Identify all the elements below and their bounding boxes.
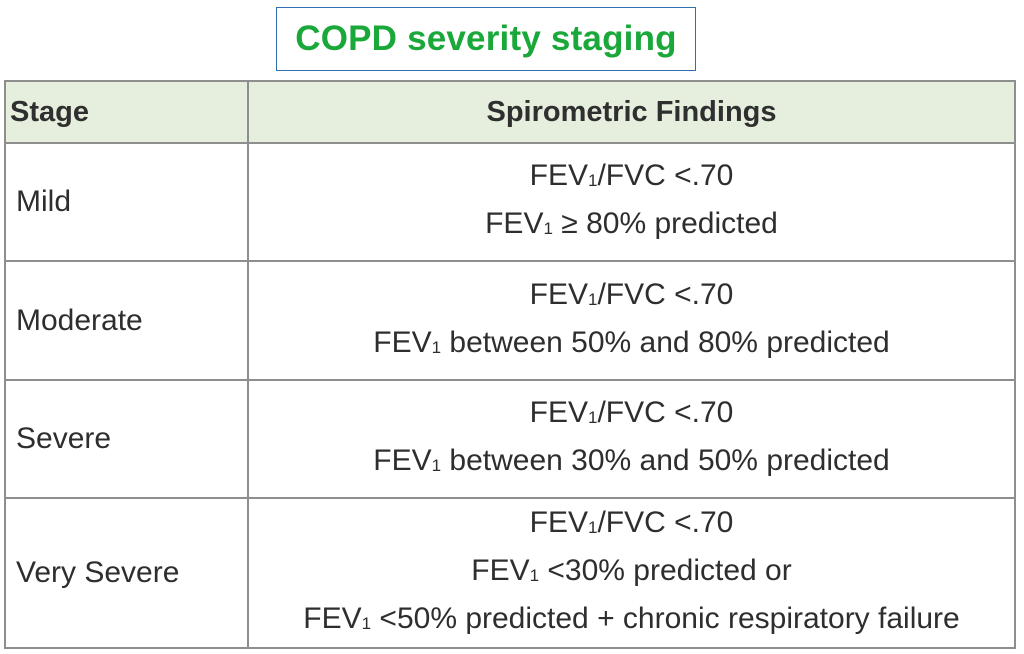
stage-cell: Moderate — [4, 260, 249, 381]
findings-cell: FEV1/FVC <.70 FEV1 <30% predicted or FEV… — [247, 497, 1016, 649]
findings-cell: FEV1/FVC <.70 FEV1 between 50% and 80% p… — [247, 260, 1016, 381]
page-title: COPD severity staging — [295, 19, 677, 58]
finding-line: FEV1 <30% predicted or — [471, 554, 792, 587]
table-row: Moderate FEV1/FVC <.70 FEV1 between 50% … — [4, 260, 1016, 381]
header-stage: Stage — [4, 80, 249, 144]
findings-cell: FEV1/FVC <.70 FEV1 ≥ 80% predicted — [247, 142, 1016, 262]
title-box: COPD severity staging — [276, 7, 696, 71]
finding-line: FEV1 between 50% and 80% predicted — [373, 325, 890, 359]
finding-line: FEV1 ≥ 80% predicted — [485, 207, 778, 240]
stage-cell: Very Severe — [4, 497, 249, 649]
finding-line: FEV1/FVC <.70 — [529, 396, 734, 429]
findings-cell: FEV1/FVC <.70 FEV1 between 30% and 50% p… — [247, 379, 1016, 499]
finding-line: FEV1 <50% predicted + chronic respirator… — [303, 602, 960, 635]
table-row: Severe FEV1/FVC <.70 FEV1 between 30% an… — [4, 379, 1016, 499]
finding-line: FEV1 between 30% and 50% predicted — [373, 444, 890, 477]
finding-line: FEV1/FVC <.70 — [529, 159, 734, 192]
finding-line: FEV1/FVC <.70 — [529, 277, 734, 311]
finding-line: FEV1/FVC <.70 — [529, 506, 734, 539]
staging-table: Stage Spirometric Findings Mild FEV1/FVC… — [4, 80, 1016, 649]
stage-cell: Severe — [4, 379, 249, 499]
table-row: Mild FEV1/FVC <.70 FEV1 ≥ 80% predicted — [4, 142, 1016, 262]
table-header-row: Stage Spirometric Findings — [4, 80, 1016, 144]
header-findings: Spirometric Findings — [247, 80, 1016, 144]
table-row: Very Severe FEV1/FVC <.70 FEV1 <30% pred… — [4, 497, 1016, 649]
stage-cell: Mild — [4, 142, 249, 262]
